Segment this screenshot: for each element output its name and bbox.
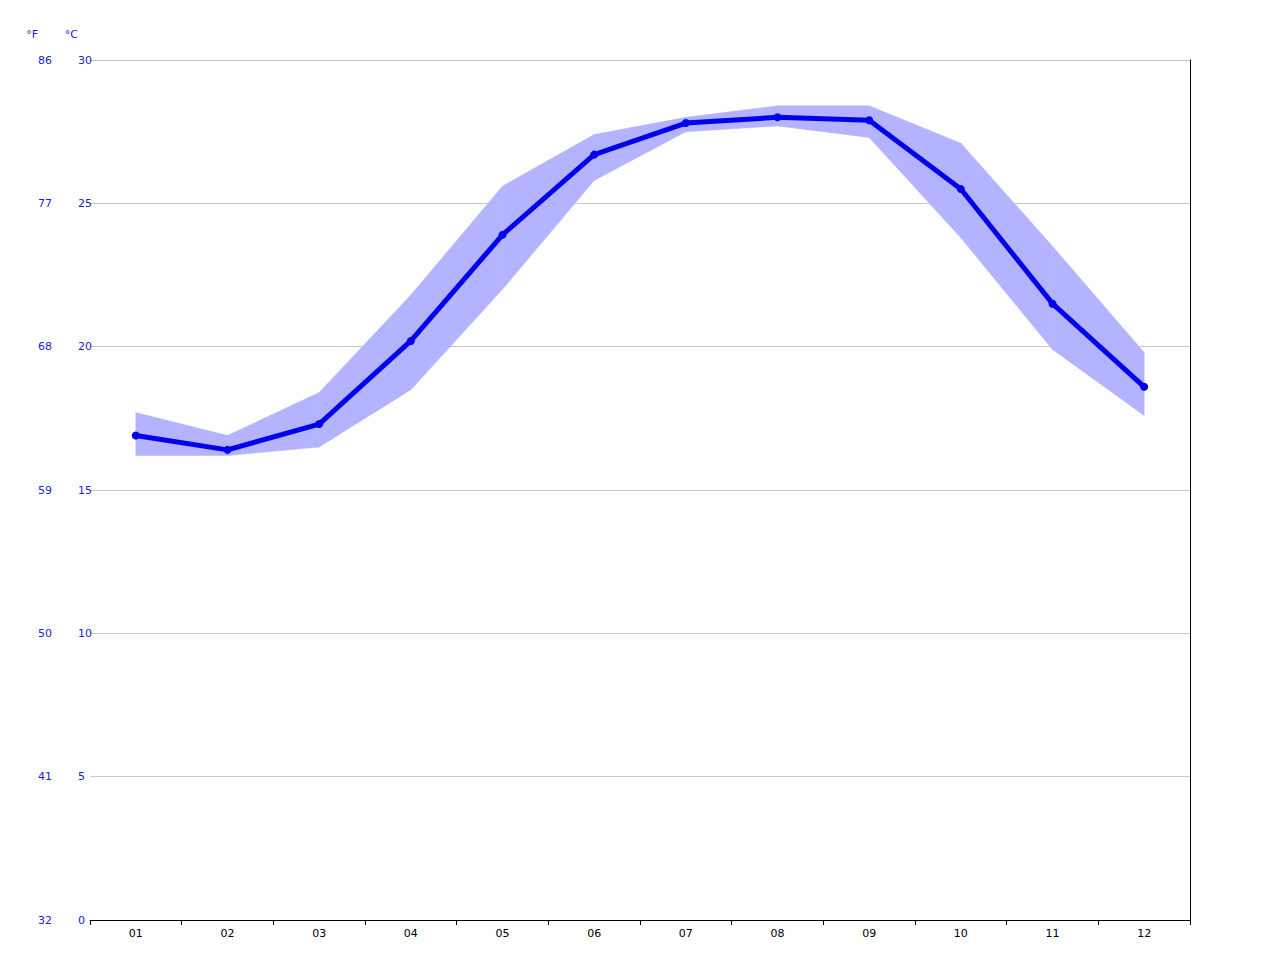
svg-text:07: 07 xyxy=(679,927,693,940)
svg-text:04: 04 xyxy=(404,927,418,940)
svg-text:10: 10 xyxy=(78,627,92,640)
svg-text:°F: °F xyxy=(26,28,38,41)
svg-text:12: 12 xyxy=(1137,927,1151,940)
svg-text:05: 05 xyxy=(496,927,510,940)
svg-text:32: 32 xyxy=(38,914,52,927)
svg-text:25: 25 xyxy=(78,197,92,210)
svg-text:02: 02 xyxy=(221,927,235,940)
svg-text:°C: °C xyxy=(65,28,79,41)
svg-text:10: 10 xyxy=(954,927,968,940)
svg-text:15: 15 xyxy=(78,484,92,497)
svg-text:09: 09 xyxy=(862,927,876,940)
svg-text:68: 68 xyxy=(38,340,52,353)
svg-text:0: 0 xyxy=(78,914,85,927)
svg-text:01: 01 xyxy=(129,927,143,940)
svg-text:59: 59 xyxy=(38,484,52,497)
svg-text:11: 11 xyxy=(1046,927,1060,940)
svg-text:86: 86 xyxy=(38,54,52,67)
svg-text:08: 08 xyxy=(771,927,785,940)
svg-text:5: 5 xyxy=(78,770,85,783)
svg-text:41: 41 xyxy=(38,770,52,783)
svg-text:20: 20 xyxy=(78,340,92,353)
svg-text:03: 03 xyxy=(312,927,326,940)
svg-text:06: 06 xyxy=(587,927,601,940)
svg-text:50: 50 xyxy=(38,627,52,640)
svg-text:30: 30 xyxy=(78,54,92,67)
svg-text:77: 77 xyxy=(38,197,52,210)
